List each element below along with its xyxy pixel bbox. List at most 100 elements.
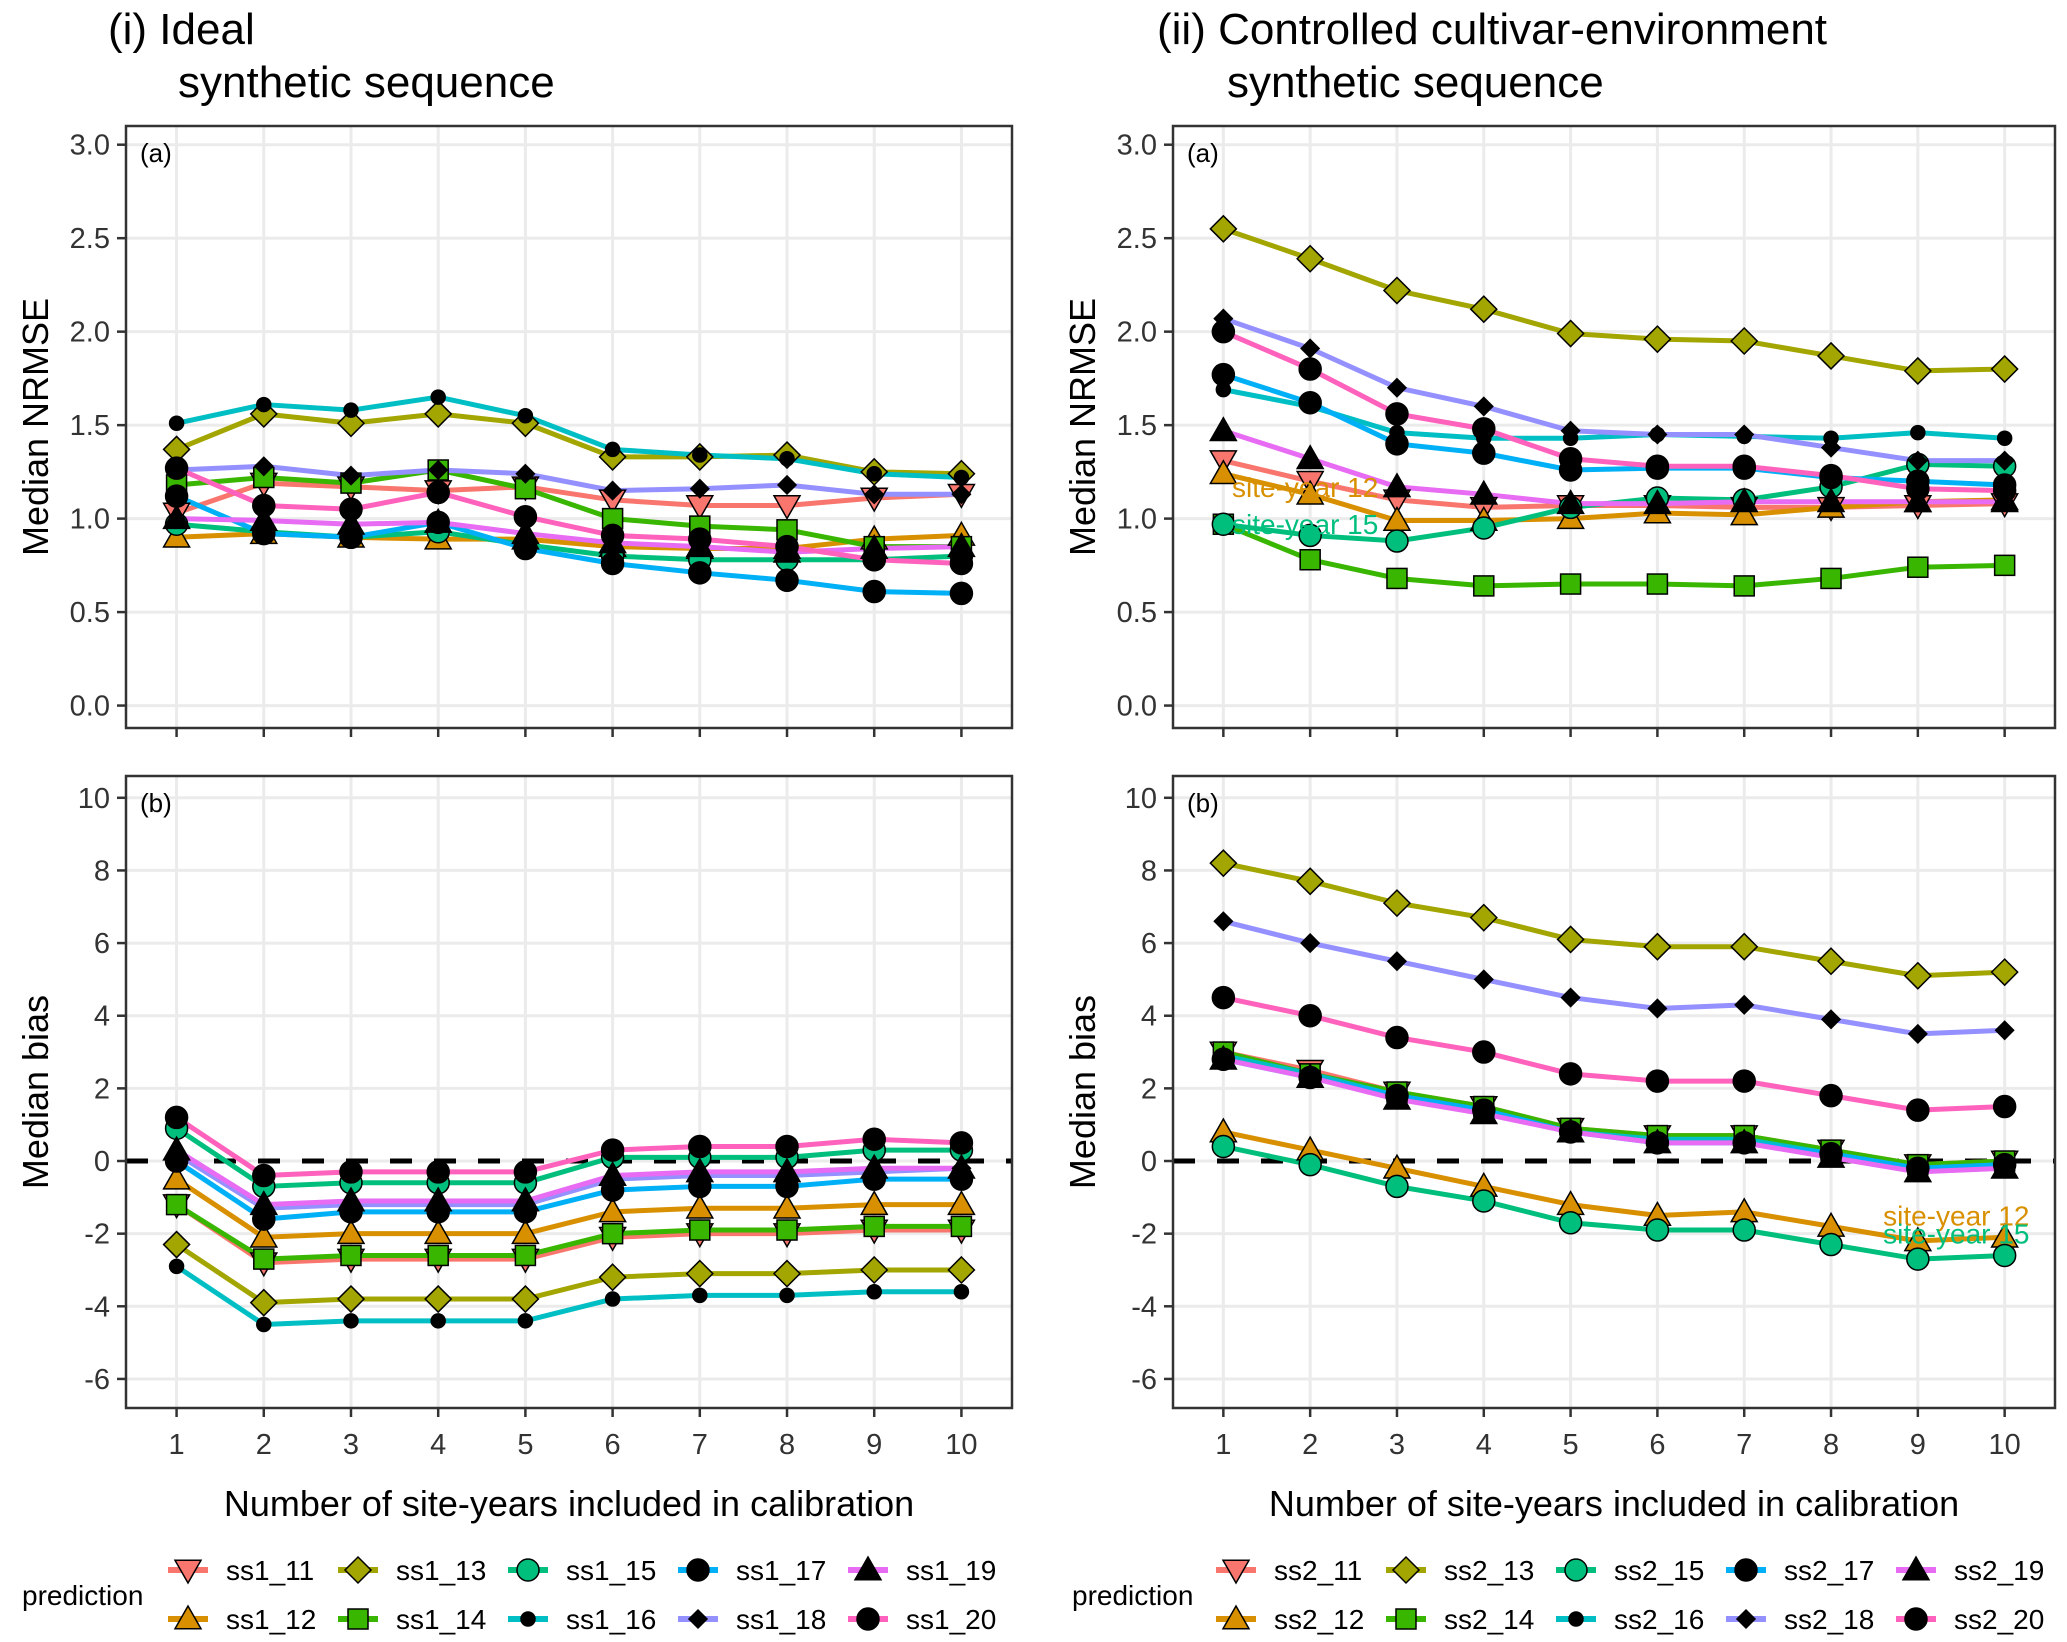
legend-key-marker xyxy=(173,1559,203,1585)
x-tick-label: 6 xyxy=(605,1429,621,1461)
data-point xyxy=(1819,1232,1843,1257)
legend-label: ss1_13 xyxy=(396,1555,486,1586)
x-tick-label: 10 xyxy=(1989,1429,2021,1461)
data-point xyxy=(1994,450,2015,471)
data-point xyxy=(1816,947,1846,976)
legend-left: prediction ss1_11 ss1_12 ss1_13 ss1_14 ss1_1… xyxy=(22,1555,996,1635)
data-point xyxy=(514,1244,537,1267)
data-point xyxy=(1647,424,1668,445)
x-tick-label: 4 xyxy=(1476,1429,1492,1461)
data-point xyxy=(1385,529,1409,553)
legend-key-marker xyxy=(1901,1555,1931,1581)
data-point xyxy=(511,519,540,545)
legend-key-marker xyxy=(1568,1611,1584,1627)
legend-label: ss1_14 xyxy=(396,1604,486,1635)
data-point xyxy=(601,1222,624,1245)
data-point xyxy=(1903,961,1932,990)
data-point xyxy=(1299,548,1321,571)
data-point xyxy=(1472,1189,1496,1213)
legend-item-ss1_16: ss1_16 xyxy=(508,1604,656,1635)
data-point xyxy=(253,1248,275,1270)
data-point xyxy=(339,1160,363,1184)
data-point xyxy=(1559,573,1582,595)
series-points-ss2_18 xyxy=(1213,911,2015,1044)
data-point xyxy=(1469,1099,1499,1125)
data-point xyxy=(776,474,798,496)
data-point xyxy=(1209,416,1238,442)
data-point xyxy=(1729,487,1759,513)
data-point xyxy=(779,451,795,467)
data-point xyxy=(1730,932,1759,961)
data-point xyxy=(1996,430,2013,446)
legend-label: ss2_20 xyxy=(1954,1604,2044,1635)
legend-item-ss2_18: ss2_18 xyxy=(1726,1604,1874,1635)
data-point xyxy=(598,1161,627,1187)
data-point xyxy=(866,1284,882,1300)
legend-item-ss2_16: ss2_16 xyxy=(1556,1604,1704,1635)
data-point xyxy=(430,1313,446,1329)
x-tick-label: 5 xyxy=(517,1429,533,1461)
legend-item-ss2_13: ss2_13 xyxy=(1386,1555,1534,1586)
data-point xyxy=(1209,1044,1238,1070)
legend-label: ss2_14 xyxy=(1444,1604,1534,1635)
data-point xyxy=(1645,1218,1670,1242)
data-point xyxy=(424,399,453,428)
y-tick-label: 0 xyxy=(94,1146,110,1178)
data-point xyxy=(1209,459,1238,485)
data-point xyxy=(860,1255,889,1285)
data-point xyxy=(949,1131,974,1155)
y-tick-label: -6 xyxy=(1131,1364,1157,1396)
data-point xyxy=(598,1263,627,1292)
y-axis-label: Median NRMSE xyxy=(1062,298,1103,556)
data-point xyxy=(1385,1025,1409,1050)
data-point xyxy=(1729,500,1759,526)
annotation-label: site-year 15 xyxy=(1232,509,1378,540)
series-line-ss2_20 xyxy=(1222,329,2005,494)
data-point xyxy=(1906,476,1930,501)
data-point xyxy=(1295,479,1325,505)
panel-border xyxy=(124,124,1014,730)
panel-1: (a) 0.0 0.5 1.0 1.5 2.0 2.5 3.0 Median NRMSE xyxy=(15,124,1014,737)
data-point xyxy=(688,527,712,551)
y-tick-label: 1.0 xyxy=(70,504,110,536)
data-point xyxy=(1211,985,1236,1010)
data-point xyxy=(692,447,708,463)
legend-title: prediction xyxy=(22,1580,143,1611)
series-line-ss1_14 xyxy=(175,1202,962,1262)
legend-label: ss2_19 xyxy=(1954,1555,2044,1586)
data-point xyxy=(1646,573,1669,595)
data-point xyxy=(1645,454,1670,479)
data-point xyxy=(343,402,359,418)
data-point xyxy=(604,1291,621,1307)
legend-item-ss2_14: ss2_14 xyxy=(1386,1604,1534,1635)
data-point xyxy=(1385,1174,1409,1199)
data-point xyxy=(517,408,534,424)
legend-item-ss2_20: ss2_20 xyxy=(1896,1604,2044,1635)
legend-label: ss2_18 xyxy=(1784,1604,1874,1635)
y-tick-label: 2.0 xyxy=(70,317,110,349)
legend-key-marker xyxy=(1221,1559,1251,1585)
data-point xyxy=(1645,1069,1670,1093)
data-point xyxy=(1382,472,1412,498)
y-axis-label: Median NRMSE xyxy=(15,298,56,556)
legend-item-ss2_11: ss2_11 xyxy=(1216,1555,1362,1586)
data-point xyxy=(249,1222,279,1248)
legend-item-ss1_15: ss1_15 xyxy=(508,1555,656,1586)
legend-label: ss1_20 xyxy=(906,1604,996,1635)
data-point xyxy=(953,1284,970,1300)
series-line-ss1_11 xyxy=(175,1202,962,1266)
data-point xyxy=(779,1287,795,1304)
data-point xyxy=(602,480,623,501)
legend-item-ss1_18: ss1_18 xyxy=(678,1604,826,1635)
series-line-ss1_13 xyxy=(175,1242,962,1306)
legend-item-ss1_12: ss1_12 xyxy=(168,1604,316,1635)
data-point xyxy=(1298,523,1322,548)
series-points-ss1_13 xyxy=(162,1230,976,1317)
data-point xyxy=(1907,556,1929,578)
data-point xyxy=(600,523,625,548)
series-points-ss2_13 xyxy=(1209,849,2019,990)
data-point xyxy=(423,1186,453,1212)
series-line-ss2_20 xyxy=(1222,995,2005,1113)
data-point xyxy=(336,1186,366,1212)
data-point xyxy=(164,484,189,508)
